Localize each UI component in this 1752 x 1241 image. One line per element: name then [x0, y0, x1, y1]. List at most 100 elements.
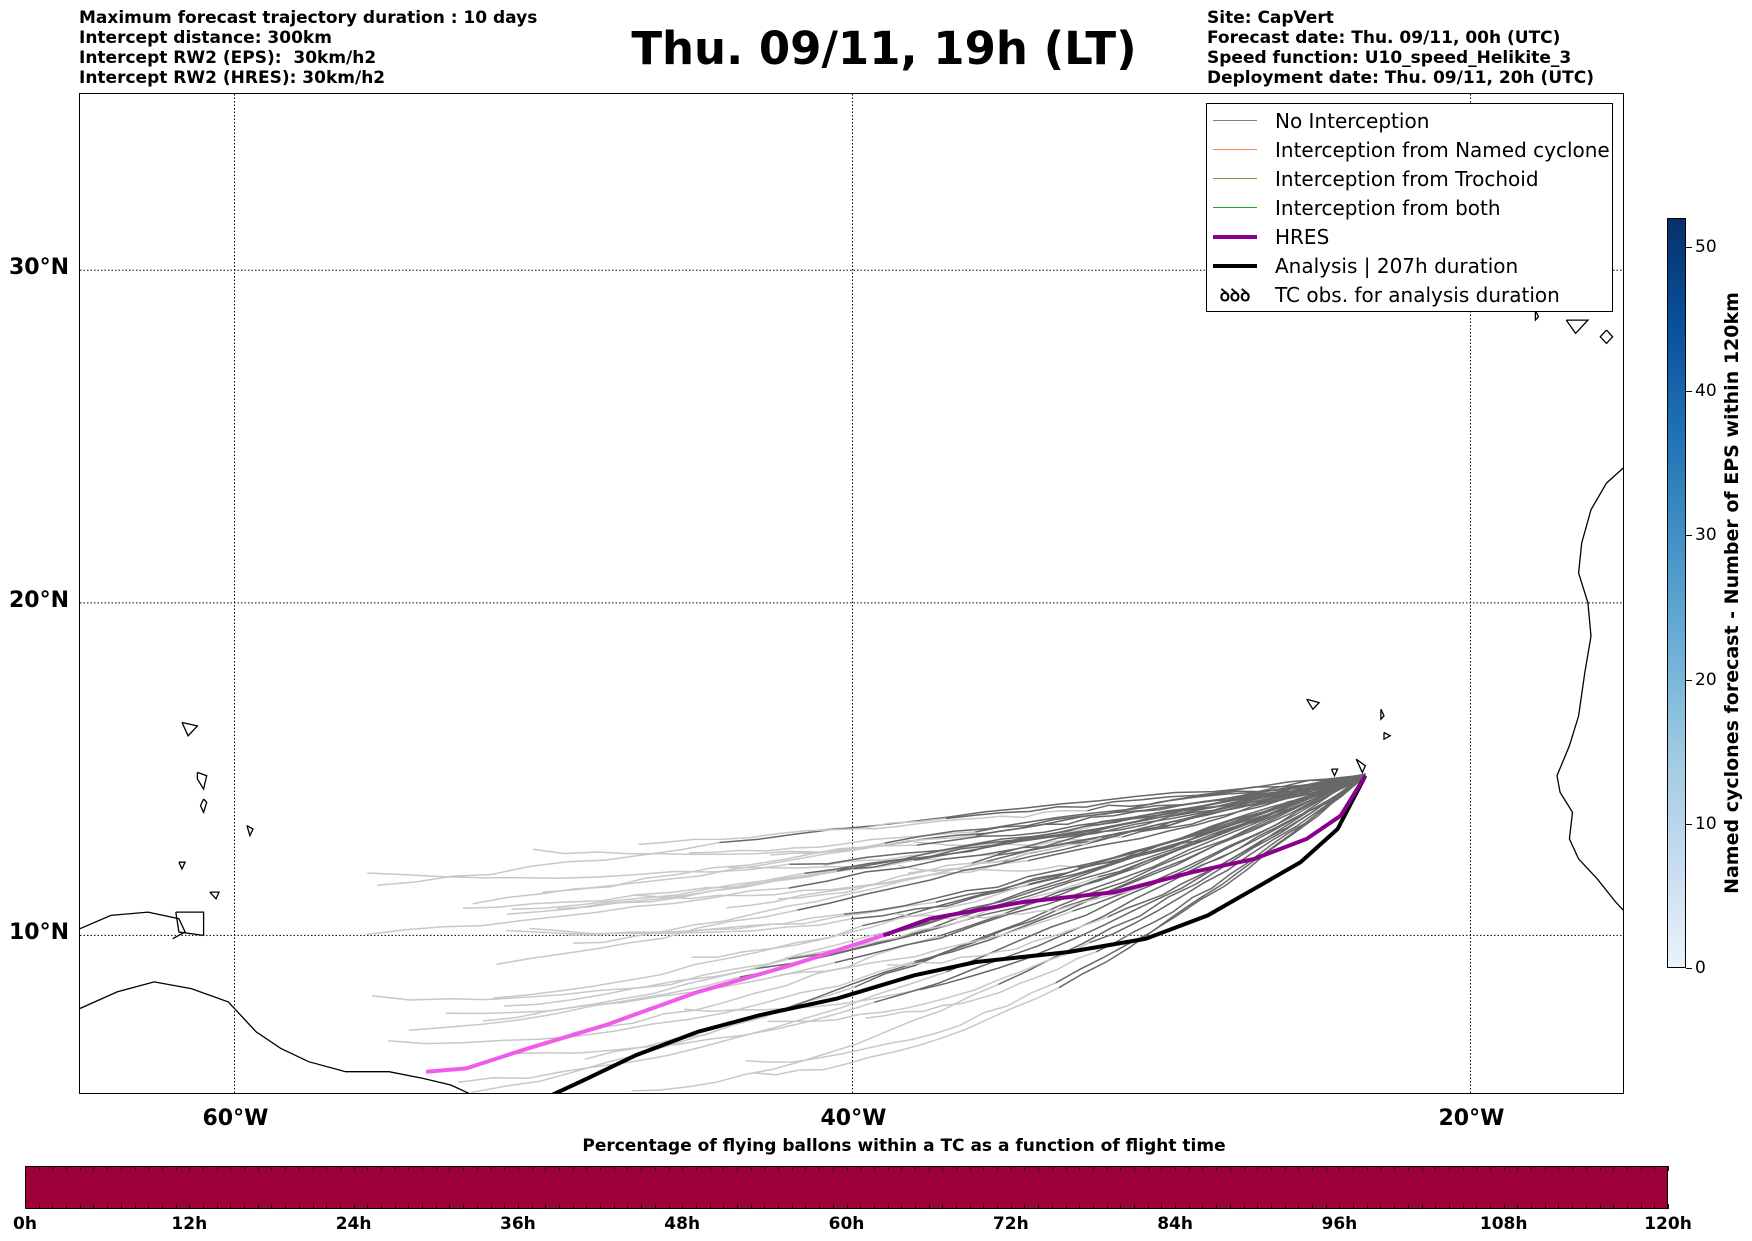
- flight-time-tick-mark: [1175, 1166, 1177, 1171]
- analysis-track: [551, 774, 1368, 1093]
- eps-trajectory-far: [691, 883, 1029, 959]
- flight-time-tick-mark: [216, 1166, 218, 1171]
- flight-time-tick-mark: [928, 1166, 930, 1171]
- hres-track-far: [425, 933, 885, 1074]
- flight-time-tick-mark: [1051, 1204, 1053, 1209]
- flight-time-tick-mark: [1270, 1204, 1272, 1209]
- flight-time-tick-mark: [52, 1166, 54, 1171]
- flight-time-tick-mark: [1353, 1166, 1355, 1171]
- eps-trajectory-near: [914, 776, 1366, 963]
- canary-tenerife: [1565, 319, 1590, 335]
- flight-time-tick-mark: [778, 1204, 780, 1209]
- trinidad-island: [175, 911, 205, 937]
- eps-trajectory-far: [572, 935, 939, 1034]
- flight-time-tick-mark: [1325, 1204, 1327, 1209]
- flight-time-tick-mark: [435, 1166, 437, 1171]
- flight-time-tick-mark: [1380, 1204, 1382, 1209]
- flight-time-tick-mark: [969, 1166, 971, 1171]
- eps-trajectory-far: [745, 982, 1056, 1063]
- flight-time-tick-mark: [353, 1166, 355, 1171]
- flight-time-tick-mark: [25, 1204, 26, 1209]
- legend: No Interception Interception from Named c…: [1206, 103, 1613, 312]
- flight-time-tick-mark: [545, 1166, 547, 1171]
- eps-trajectory-near: [780, 776, 1366, 1012]
- flight-time-tick-mark: [531, 1166, 533, 1171]
- flight-time-tick-mark: [600, 1166, 602, 1171]
- flight-time-tick-mark: [1585, 1166, 1587, 1171]
- flight-time-tick-mark: [1435, 1204, 1437, 1209]
- flight-time-tick-mark: [942, 1166, 944, 1171]
- flight-time-tick-mark: [531, 1204, 533, 1209]
- legend-label: Interception from both: [1275, 195, 1501, 220]
- flight-time-tick-mark: [1284, 1204, 1286, 1209]
- flight-time-tick-mark: [983, 1204, 985, 1209]
- flight-time-tick-mark: [107, 1166, 109, 1171]
- eps-trajectory-far: [470, 1009, 781, 1093]
- flight-time-tick-mark: [682, 1166, 684, 1171]
- flight-time-tick-mark: [1024, 1204, 1026, 1209]
- eps-trajectory-far: [472, 842, 885, 905]
- legend-line-swatch: [1213, 148, 1257, 151]
- legend-label: No Interception: [1275, 108, 1430, 133]
- flight-time-tick-mark: [1503, 1166, 1505, 1171]
- flight-time-tick-mark: [586, 1166, 588, 1171]
- flight-time-tick-label: 84h: [1157, 1214, 1193, 1234]
- flight-time-tick-mark: [1380, 1166, 1382, 1171]
- run-info-left: Maximum forecast trajectory duration : 1…: [79, 8, 537, 88]
- lon-label: 40°W: [820, 1106, 887, 1131]
- eps-trajectory-near: [834, 775, 1366, 964]
- eps-trajectory-near: [753, 775, 1366, 970]
- flight-time-tick-mark: [1010, 1166, 1012, 1171]
- flight-time-tick-mark: [79, 1166, 81, 1171]
- flight-time-tick-mark: [1161, 1204, 1163, 1209]
- flight-time-tick-mark: [819, 1204, 821, 1209]
- flight-time-tick-mark: [134, 1204, 136, 1209]
- flight-time-tick-mark: [422, 1204, 424, 1209]
- flight-time-tick-mark: [1312, 1204, 1314, 1209]
- flight-time-tick-mark: [969, 1204, 971, 1209]
- flight-time-tick-mark: [1544, 1166, 1546, 1171]
- flight-time-tick-mark: [408, 1204, 410, 1209]
- eps-trajectory-near: [1107, 774, 1366, 918]
- flight-time-tick-mark: [586, 1204, 588, 1209]
- flight-time-tick-mark: [1161, 1166, 1163, 1171]
- flight-time-colorbar: [25, 1166, 1668, 1209]
- flight-time-tick-mark: [1668, 1204, 1669, 1209]
- flight-time-tick-mark: [504, 1166, 506, 1171]
- eps-trajectory-far: [779, 910, 1073, 976]
- flight-time-tick-mark: [942, 1204, 944, 1209]
- flight-time-tick-mark: [1599, 1166, 1601, 1171]
- flight-time-tick-mark: [175, 1204, 177, 1209]
- eps-trajectory-near: [1089, 774, 1366, 944]
- info-line: Intercept distance: 300km: [79, 28, 332, 48]
- map-canvas: [80, 94, 1623, 1093]
- flight-time-tick-mark: [791, 1204, 793, 1209]
- flight-time-tick-mark: [1202, 1204, 1204, 1209]
- flight-time-tick-mark: [93, 1166, 95, 1171]
- lon-label: 20°W: [1438, 1106, 1505, 1131]
- flight-time-tick-mark: [750, 1166, 752, 1171]
- st-lucia-island: [199, 798, 208, 815]
- flight-time-tick-mark: [490, 1204, 492, 1209]
- africa-coast: [1556, 467, 1623, 911]
- flight-time-tick-mark: [956, 1204, 958, 1209]
- eps-trajectory-far: [631, 983, 999, 1092]
- legend-item: No Interception: [1207, 106, 1429, 135]
- eps-trajectory-near: [884, 775, 1366, 844]
- flight-time-tick-mark: [1147, 1204, 1149, 1209]
- cyclone-colorbar-title: Named cyclones forecast - Number of EPS …: [1721, 292, 1743, 894]
- flight-time-tick-mark: [504, 1204, 506, 1209]
- eps-trajectory-far: [752, 987, 1060, 1076]
- flight-time-tick-mark: [1490, 1204, 1491, 1209]
- flight-time-tick-mark: [230, 1204, 232, 1209]
- legend-line-swatch: [1213, 119, 1257, 122]
- flight-time-tick-mark: [490, 1166, 492, 1171]
- flight-time-tick-mark: [695, 1204, 697, 1209]
- flight-time-tick-label: 48h: [664, 1214, 701, 1234]
- flight-time-tick-mark: [1462, 1166, 1464, 1171]
- flight-time-tick-mark: [1353, 1204, 1355, 1209]
- cape-verde-santo-antao: [1306, 698, 1321, 711]
- colorbar-tick-mark: [1686, 968, 1692, 969]
- flight-time-tick-label: 108h: [1479, 1214, 1528, 1234]
- eps-trajectory-far: [371, 968, 755, 1001]
